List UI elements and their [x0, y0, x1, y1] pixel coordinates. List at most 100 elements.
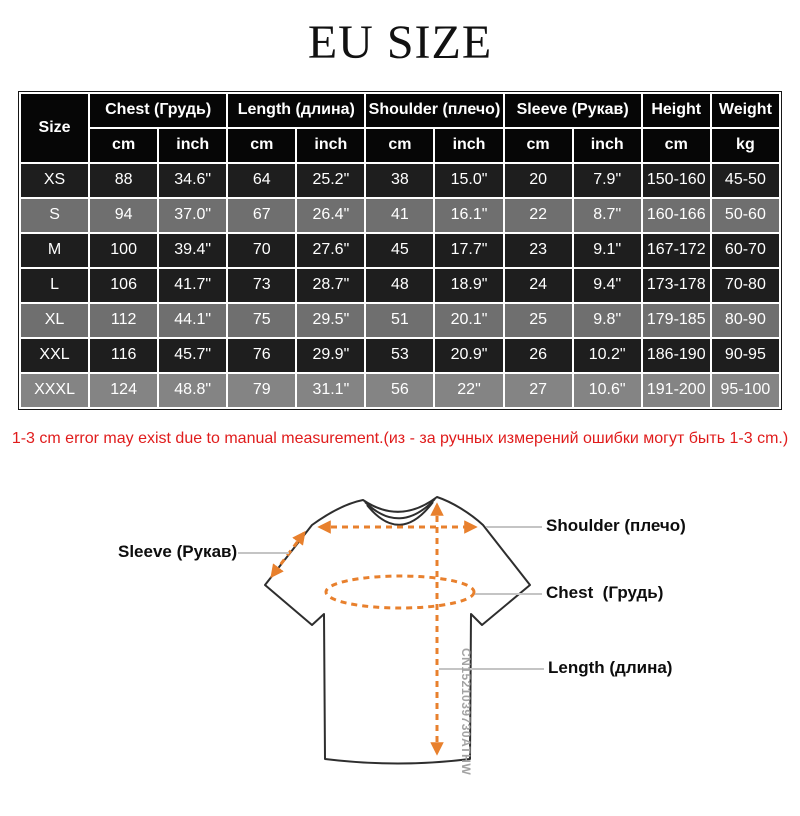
- value-cell: 27: [504, 373, 572, 407]
- value-cell: 64: [228, 163, 296, 197]
- shoulder-label: Shoulder (плечо): [546, 515, 686, 535]
- value-cell: 90-95: [711, 338, 779, 372]
- col-header-sleeve: Sleeve (Рукав): [504, 93, 641, 127]
- value-cell: 20: [504, 163, 572, 197]
- value-cell: 20.9": [435, 338, 503, 372]
- size-table-header: Size Chest (Грудь) Length (длина) Should…: [21, 93, 779, 162]
- value-cell: 18.9": [435, 268, 503, 302]
- unit-height-cm: cm: [642, 128, 710, 162]
- value-cell: 22": [435, 373, 503, 407]
- value-cell: 70: [228, 233, 296, 267]
- value-cell: 100: [90, 233, 158, 267]
- value-cell: 10.6": [573, 373, 641, 407]
- value-cell: 16.1": [435, 198, 503, 232]
- col-header-shoulder: Shoulder (плечо): [366, 93, 503, 127]
- value-cell: 39.4": [159, 233, 227, 267]
- value-cell: 124: [90, 373, 158, 407]
- size-cell: S: [21, 198, 89, 232]
- value-cell: 20.1": [435, 303, 503, 337]
- value-cell: 8.7": [573, 198, 641, 232]
- unit-shoulder-inch: inch: [435, 128, 503, 162]
- col-header-chest: Chest (Грудь): [90, 93, 227, 127]
- value-cell: 41: [366, 198, 434, 232]
- unit-length-inch: inch: [297, 128, 365, 162]
- unit-sleeve-cm: cm: [504, 128, 572, 162]
- value-cell: 9.1": [573, 233, 641, 267]
- table-row: S 94 37.0" 67 26.4" 41 16.1" 22 8.7" 160-166 50-60: [21, 198, 779, 232]
- value-cell: 160-166: [642, 198, 710, 232]
- value-cell: 51: [366, 303, 434, 337]
- value-cell: 95-100: [711, 373, 779, 407]
- value-cell: 17.7": [435, 233, 503, 267]
- value-cell: 31.1": [297, 373, 365, 407]
- value-cell: 26.4": [297, 198, 365, 232]
- value-cell: 44.1": [159, 303, 227, 337]
- value-cell: 23: [504, 233, 572, 267]
- value-cell: 9.8": [573, 303, 641, 337]
- unit-sleeve-inch: inch: [573, 128, 641, 162]
- value-cell: 45: [366, 233, 434, 267]
- unit-length-cm: cm: [228, 128, 296, 162]
- table-row: XS 88 34.6" 64 25.2" 38 15.0" 20 7.9" 150-160 45-5…: [21, 163, 779, 197]
- header-row-units: cm inch cm inch cm inch cm inch cm kg: [21, 128, 779, 162]
- page-title: EU SIZE: [307, 16, 493, 69]
- value-cell: 150-160: [642, 163, 710, 197]
- value-cell: 48.8": [159, 373, 227, 407]
- size-cell: XXL: [21, 338, 89, 372]
- tshirt-measurement-diagram: CN1521039730ATHW Shoulder (плечо) Sleeve…: [0, 475, 800, 797]
- value-cell: 7.9": [573, 163, 641, 197]
- size-table: Size Chest (Грудь) Length (длина) Should…: [18, 90, 782, 410]
- value-cell: 25.2": [297, 163, 365, 197]
- size-cell: XXXL: [21, 373, 89, 407]
- col-header-weight: Weight: [711, 93, 779, 127]
- value-cell: 53: [366, 338, 434, 372]
- length-label: Length (длина): [548, 657, 673, 677]
- value-cell: 27.6": [297, 233, 365, 267]
- col-header-height: Height: [642, 93, 710, 127]
- value-cell: 24: [504, 268, 572, 302]
- value-cell: 45.7": [159, 338, 227, 372]
- value-cell: 22: [504, 198, 572, 232]
- value-cell: 76: [228, 338, 296, 372]
- value-cell: 173-178: [642, 268, 710, 302]
- size-cell: L: [21, 268, 89, 302]
- col-header-size: Size: [21, 93, 89, 162]
- value-cell: 60-70: [711, 233, 779, 267]
- sleeve-label: Sleeve (Рукав): [118, 541, 238, 561]
- header-row-groups: Size Chest (Грудь) Length (длина) Should…: [21, 93, 779, 162]
- tshirt-outline: [264, 495, 531, 765]
- value-cell: 80-90: [711, 303, 779, 337]
- value-cell: 179-185: [642, 303, 710, 337]
- unit-shoulder-cm: cm: [366, 128, 434, 162]
- value-cell: 191-200: [642, 373, 710, 407]
- sleeve-measure-line: [270, 530, 306, 578]
- value-cell: 29.5": [297, 303, 365, 337]
- unit-chest-cm: cm: [90, 128, 158, 162]
- value-cell: 56: [366, 373, 434, 407]
- unit-weight-kg: kg: [711, 128, 779, 162]
- tshirt-diagram-svg: CN1521039730ATHW: [238, 495, 544, 775]
- value-cell: 50-60: [711, 198, 779, 232]
- value-cell: 186-190: [642, 338, 710, 372]
- size-cell: M: [21, 233, 89, 267]
- value-cell: 25: [504, 303, 572, 337]
- size-cell: XL: [21, 303, 89, 337]
- value-cell: 45-50: [711, 163, 779, 197]
- table-row: XXL 116 45.7" 76 29.9" 53 20.9" 26 10.2" 186-190 9…: [21, 338, 779, 372]
- value-cell: 70-80: [711, 268, 779, 302]
- measurement-error-note: 1-3 cm error may exist due to manual mea…: [11, 429, 789, 447]
- chest-measure-ellipse: [324, 574, 476, 610]
- table-row: XXXL 124 48.8" 79 31.1" 56 22" 27 10.6" 191-200 95…: [21, 373, 779, 407]
- value-cell: 106: [90, 268, 158, 302]
- table-row: L 106 41.7" 73 28.7" 48 18.9" 24 9.4" 173-178 70-8…: [21, 268, 779, 302]
- value-cell: 26: [504, 338, 572, 372]
- value-cell: 10.2": [573, 338, 641, 372]
- value-cell: 41.7": [159, 268, 227, 302]
- value-cell: 48: [366, 268, 434, 302]
- value-cell: 9.4": [573, 268, 641, 302]
- value-cell: 94: [90, 198, 158, 232]
- value-cell: 15.0": [435, 163, 503, 197]
- chest-label: Chest (Грудь): [546, 582, 664, 602]
- value-cell: 88: [90, 163, 158, 197]
- value-cell: 112: [90, 303, 158, 337]
